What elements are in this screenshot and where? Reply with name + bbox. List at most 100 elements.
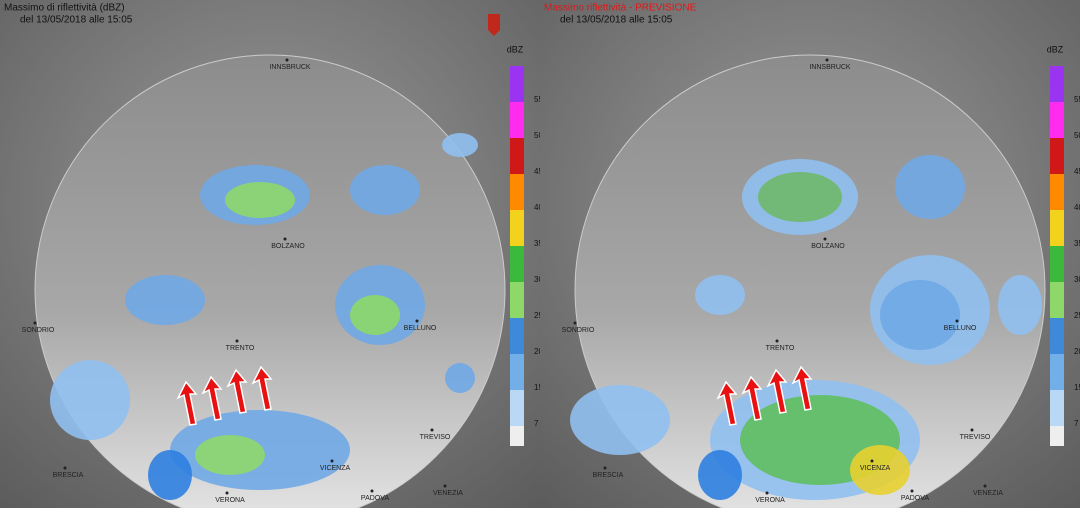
city-dot bbox=[330, 459, 334, 463]
city-dot bbox=[430, 428, 434, 432]
panel-title: Massimo di riflettività (dBZ) bbox=[4, 3, 125, 14]
scale-swatch bbox=[1050, 318, 1064, 354]
city-label: BRESCIA bbox=[53, 472, 84, 479]
motion-arrow bbox=[741, 375, 763, 421]
scale-label: 35 bbox=[534, 239, 543, 248]
scale-label: 45 bbox=[1074, 167, 1080, 176]
scale-swatch bbox=[510, 246, 524, 282]
scale-label: 30 bbox=[1074, 275, 1080, 284]
motion-arrow bbox=[766, 368, 788, 414]
city-label: BELLUNO bbox=[404, 325, 437, 332]
logo bbox=[488, 14, 500, 36]
scale-swatch bbox=[510, 66, 524, 102]
scale-label: 20 bbox=[1074, 347, 1080, 356]
city-dot bbox=[33, 321, 37, 325]
scale-swatch bbox=[510, 390, 524, 426]
scale-swatch bbox=[1050, 138, 1064, 174]
radar-echo bbox=[350, 165, 420, 215]
radar-echo bbox=[758, 172, 842, 222]
city-label: SONDRIO bbox=[22, 327, 55, 334]
motion-arrow bbox=[226, 368, 248, 414]
scale-swatch bbox=[510, 174, 524, 210]
city-label: VERONA bbox=[755, 497, 785, 504]
scale-swatch bbox=[510, 210, 524, 246]
radar-echo bbox=[998, 275, 1042, 335]
scale-label: 55 bbox=[1074, 95, 1080, 104]
city-dot bbox=[285, 58, 289, 62]
scale-label: 50 bbox=[534, 131, 543, 140]
city-dot bbox=[415, 319, 419, 323]
scale-swatch bbox=[1050, 282, 1064, 318]
city-label: VICENZA bbox=[860, 465, 891, 472]
city-dot bbox=[823, 237, 827, 241]
city-dot bbox=[225, 491, 229, 495]
city-dot bbox=[910, 489, 914, 493]
scale-swatch bbox=[510, 354, 524, 390]
city-label: VENEZIA bbox=[433, 490, 463, 497]
scale-swatch bbox=[510, 138, 524, 174]
city-dot bbox=[970, 428, 974, 432]
scale-swatch bbox=[1050, 210, 1064, 246]
city-label: VENEZIA bbox=[973, 490, 1003, 497]
city-label: TRENTO bbox=[766, 345, 795, 352]
city-label: TREVISO bbox=[960, 434, 991, 441]
radar-echo bbox=[570, 385, 670, 455]
motion-arrow bbox=[716, 380, 738, 426]
scale-swatch-none bbox=[1050, 426, 1064, 446]
city-dot bbox=[955, 319, 959, 323]
motion-arrow bbox=[201, 375, 223, 421]
radar-echo bbox=[225, 182, 295, 218]
motion-arrow bbox=[791, 365, 813, 411]
city-dot bbox=[573, 321, 577, 325]
scale-label: 20 bbox=[534, 347, 543, 356]
radar-echo bbox=[695, 275, 745, 315]
scale-swatch bbox=[510, 102, 524, 138]
scale-unit: dBZ bbox=[507, 44, 524, 54]
city-label: PADOVA bbox=[901, 495, 929, 502]
scale-swatch-none bbox=[510, 426, 524, 446]
city-dot bbox=[443, 484, 447, 488]
motion-arrow bbox=[176, 380, 198, 426]
scale-label: 40 bbox=[1074, 203, 1080, 212]
radar-echo bbox=[895, 155, 965, 219]
radar-echo bbox=[195, 435, 265, 475]
scale-label: 50 bbox=[1074, 131, 1080, 140]
scale-label: 45 bbox=[534, 167, 543, 176]
city-dot bbox=[825, 58, 829, 62]
city-dot bbox=[870, 459, 874, 463]
city-dot bbox=[775, 339, 779, 343]
panel-subtitle: del 13/05/2018 alle 15:05 bbox=[20, 15, 133, 26]
scale-label: 30 bbox=[534, 275, 543, 284]
city-label: VERONA bbox=[215, 497, 245, 504]
scale-swatch bbox=[510, 318, 524, 354]
city-label: BRESCIA bbox=[593, 472, 624, 479]
scale-label: 40 bbox=[534, 203, 543, 212]
city-dot bbox=[63, 466, 67, 470]
radar-echo bbox=[698, 450, 742, 500]
scale-swatch bbox=[1050, 354, 1064, 390]
panel-title: Massimo riflettività - PREVISIONE bbox=[544, 3, 697, 14]
radar-echo bbox=[442, 133, 478, 157]
scale-label: 15 bbox=[1074, 383, 1080, 392]
city-dot bbox=[603, 466, 607, 470]
scale-swatch bbox=[510, 282, 524, 318]
city-label: TREVISO bbox=[420, 434, 451, 441]
city-dot bbox=[765, 491, 769, 495]
scale-label: 25 bbox=[1074, 311, 1080, 320]
radar-echo bbox=[880, 280, 960, 350]
radar-echo bbox=[850, 445, 910, 495]
scale-label: 7 bbox=[1074, 419, 1079, 428]
city-dot bbox=[983, 484, 987, 488]
city-label: INNSBRUCK bbox=[809, 64, 851, 71]
scale-label: 55 bbox=[534, 95, 543, 104]
scale-label: 35 bbox=[1074, 239, 1080, 248]
motion-arrow bbox=[251, 365, 273, 411]
city-label: BOLZANO bbox=[811, 243, 845, 250]
scale-swatch bbox=[1050, 246, 1064, 282]
scale-label: 25 bbox=[534, 311, 543, 320]
city-label: BELLUNO bbox=[944, 325, 977, 332]
city-label: VICENZA bbox=[320, 465, 351, 472]
panel-subtitle: del 13/05/2018 alle 15:05 bbox=[560, 15, 673, 26]
radar-echo bbox=[50, 360, 130, 440]
